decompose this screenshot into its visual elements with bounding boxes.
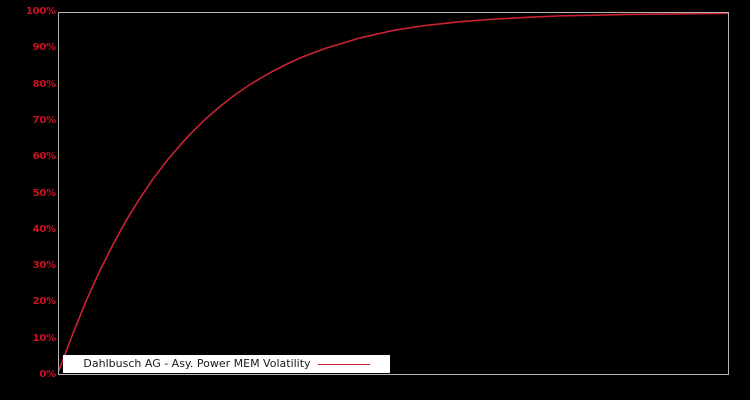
- y-axis-tick-label: 100%: [25, 6, 56, 17]
- series-line-dahlbusch-ag-asy-power-mem-volatility: [59, 13, 728, 372]
- y-axis-tick-label: 50%: [32, 187, 57, 199]
- legend-line-sample-icon: [317, 363, 370, 365]
- y-axis-tick-label: 20%: [32, 296, 57, 308]
- y-axis-tick-label: 90%: [32, 42, 57, 54]
- y-axis-tick-label: 30%: [32, 260, 57, 272]
- y-axis-tick-label: 0%: [39, 369, 56, 380]
- y-axis: 100% 90% 80% 70% 60% 50% 40% 30% 20% 10% 0%: [0, 0, 56, 400]
- y-axis-tick-label: 40%: [32, 223, 57, 235]
- legend-item: Dahlbusch AG - Asy. Power MEM Volatility: [83, 357, 370, 370]
- legend-item-label: Dahlbusch AG - Asy. Power MEM Volatility: [83, 357, 311, 370]
- y-axis-tick-label: 10%: [32, 332, 57, 344]
- y-axis-tick-label: 70%: [32, 114, 57, 126]
- legend: Dahlbusch AG - Asy. Power MEM Volatility: [63, 355, 390, 373]
- y-axis-tick-label: 60%: [32, 151, 57, 163]
- y-axis-tick-label: 80%: [32, 78, 57, 90]
- series-plot: [59, 13, 728, 372]
- series-group: [59, 13, 728, 372]
- plot-area: [58, 12, 729, 375]
